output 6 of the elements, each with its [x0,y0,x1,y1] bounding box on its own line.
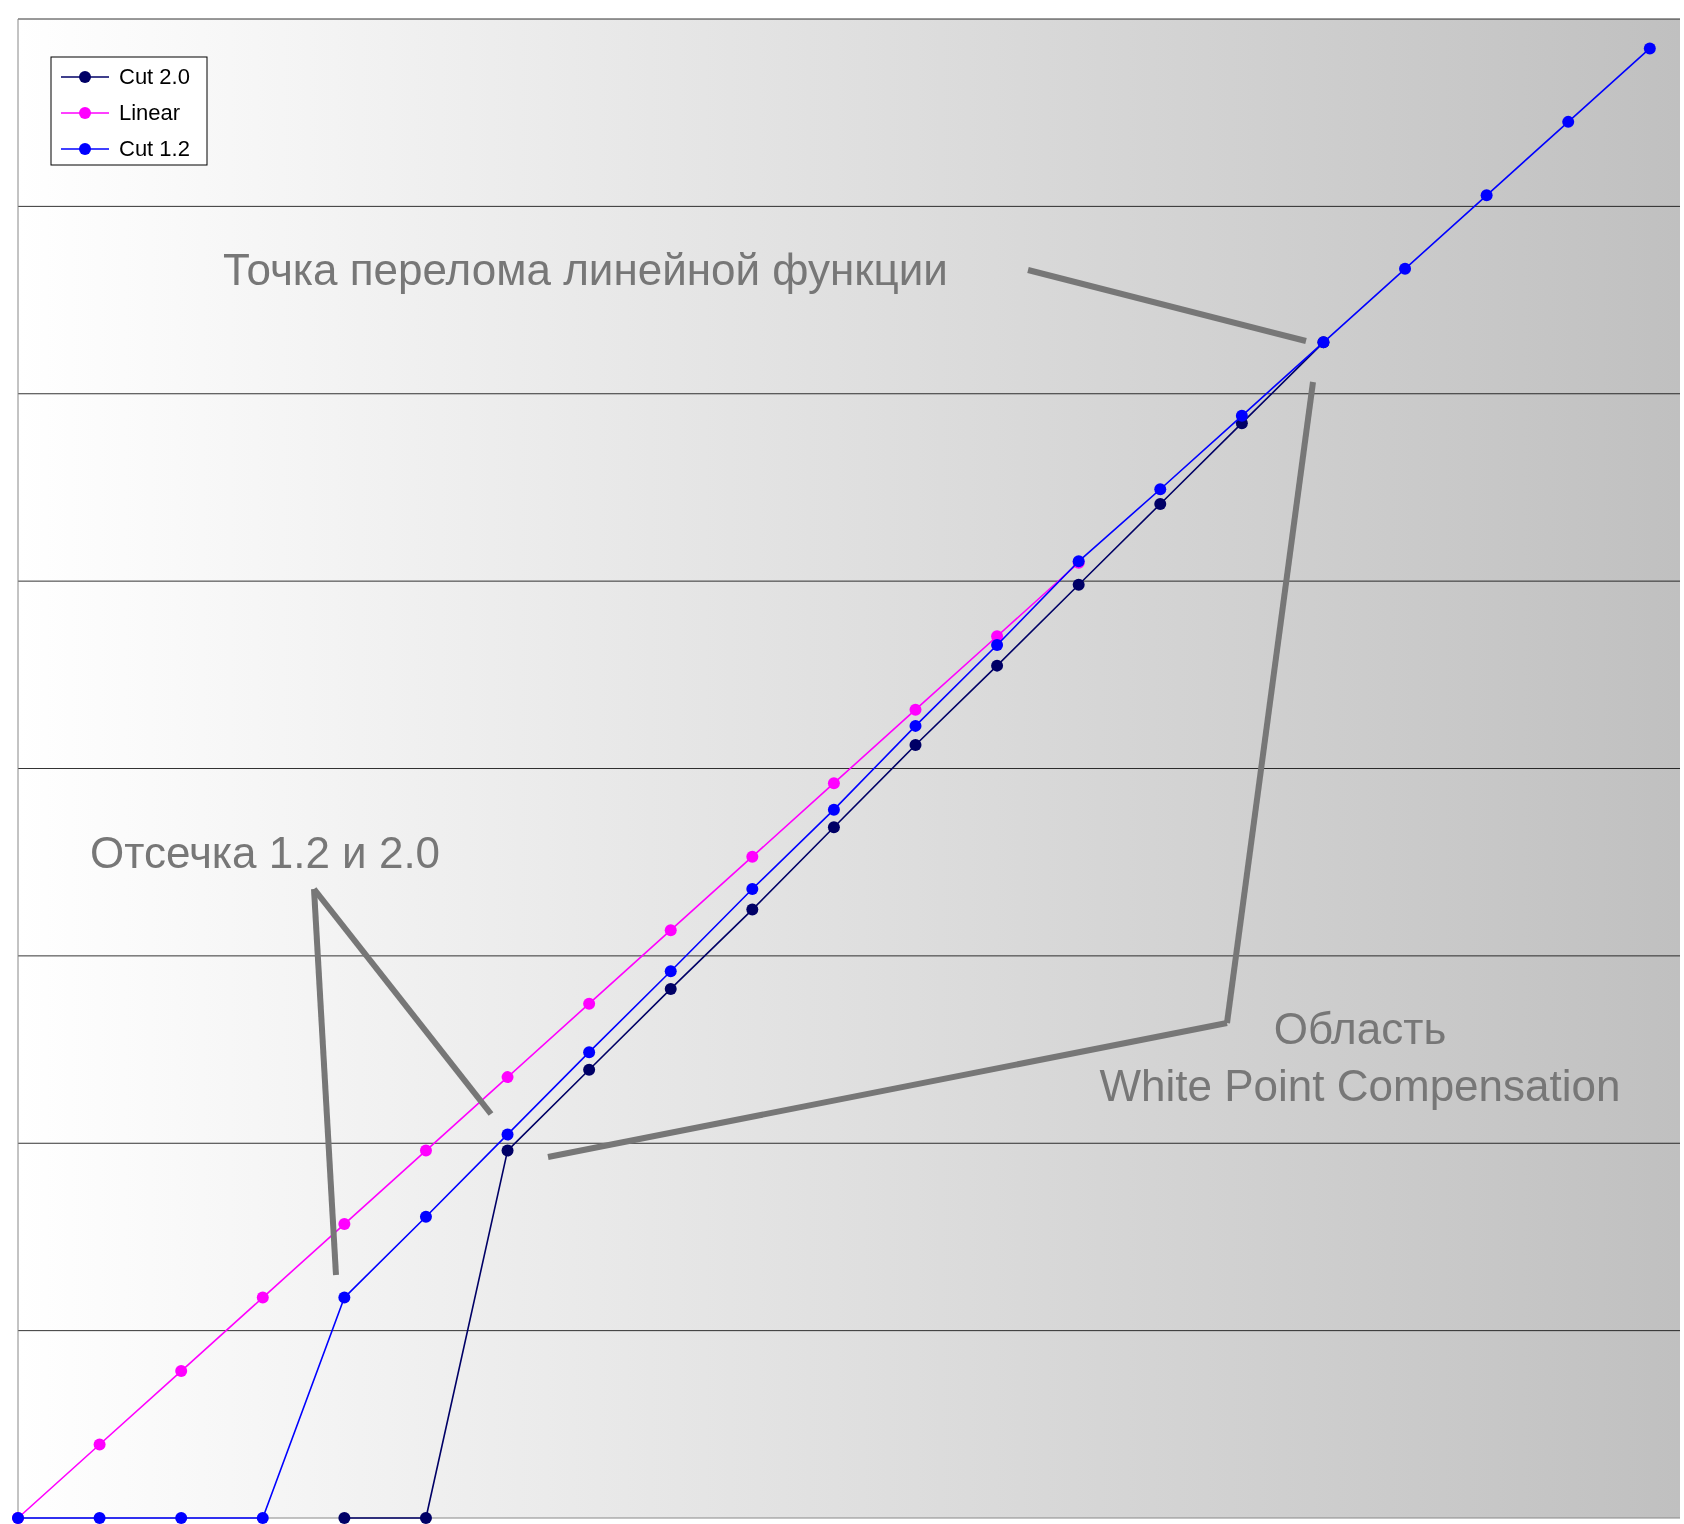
annotation: Область White Point Compensation [1099,1004,1621,1110]
legend-label: Cut 2.0 [119,64,190,89]
legend-label: Linear [119,100,181,125]
legend-label: Cut 1.2 [119,136,190,161]
annotation: Точка перелома линейной функции [223,245,948,294]
annotation: Отсечка 1.2 и 2.0 [90,828,441,877]
